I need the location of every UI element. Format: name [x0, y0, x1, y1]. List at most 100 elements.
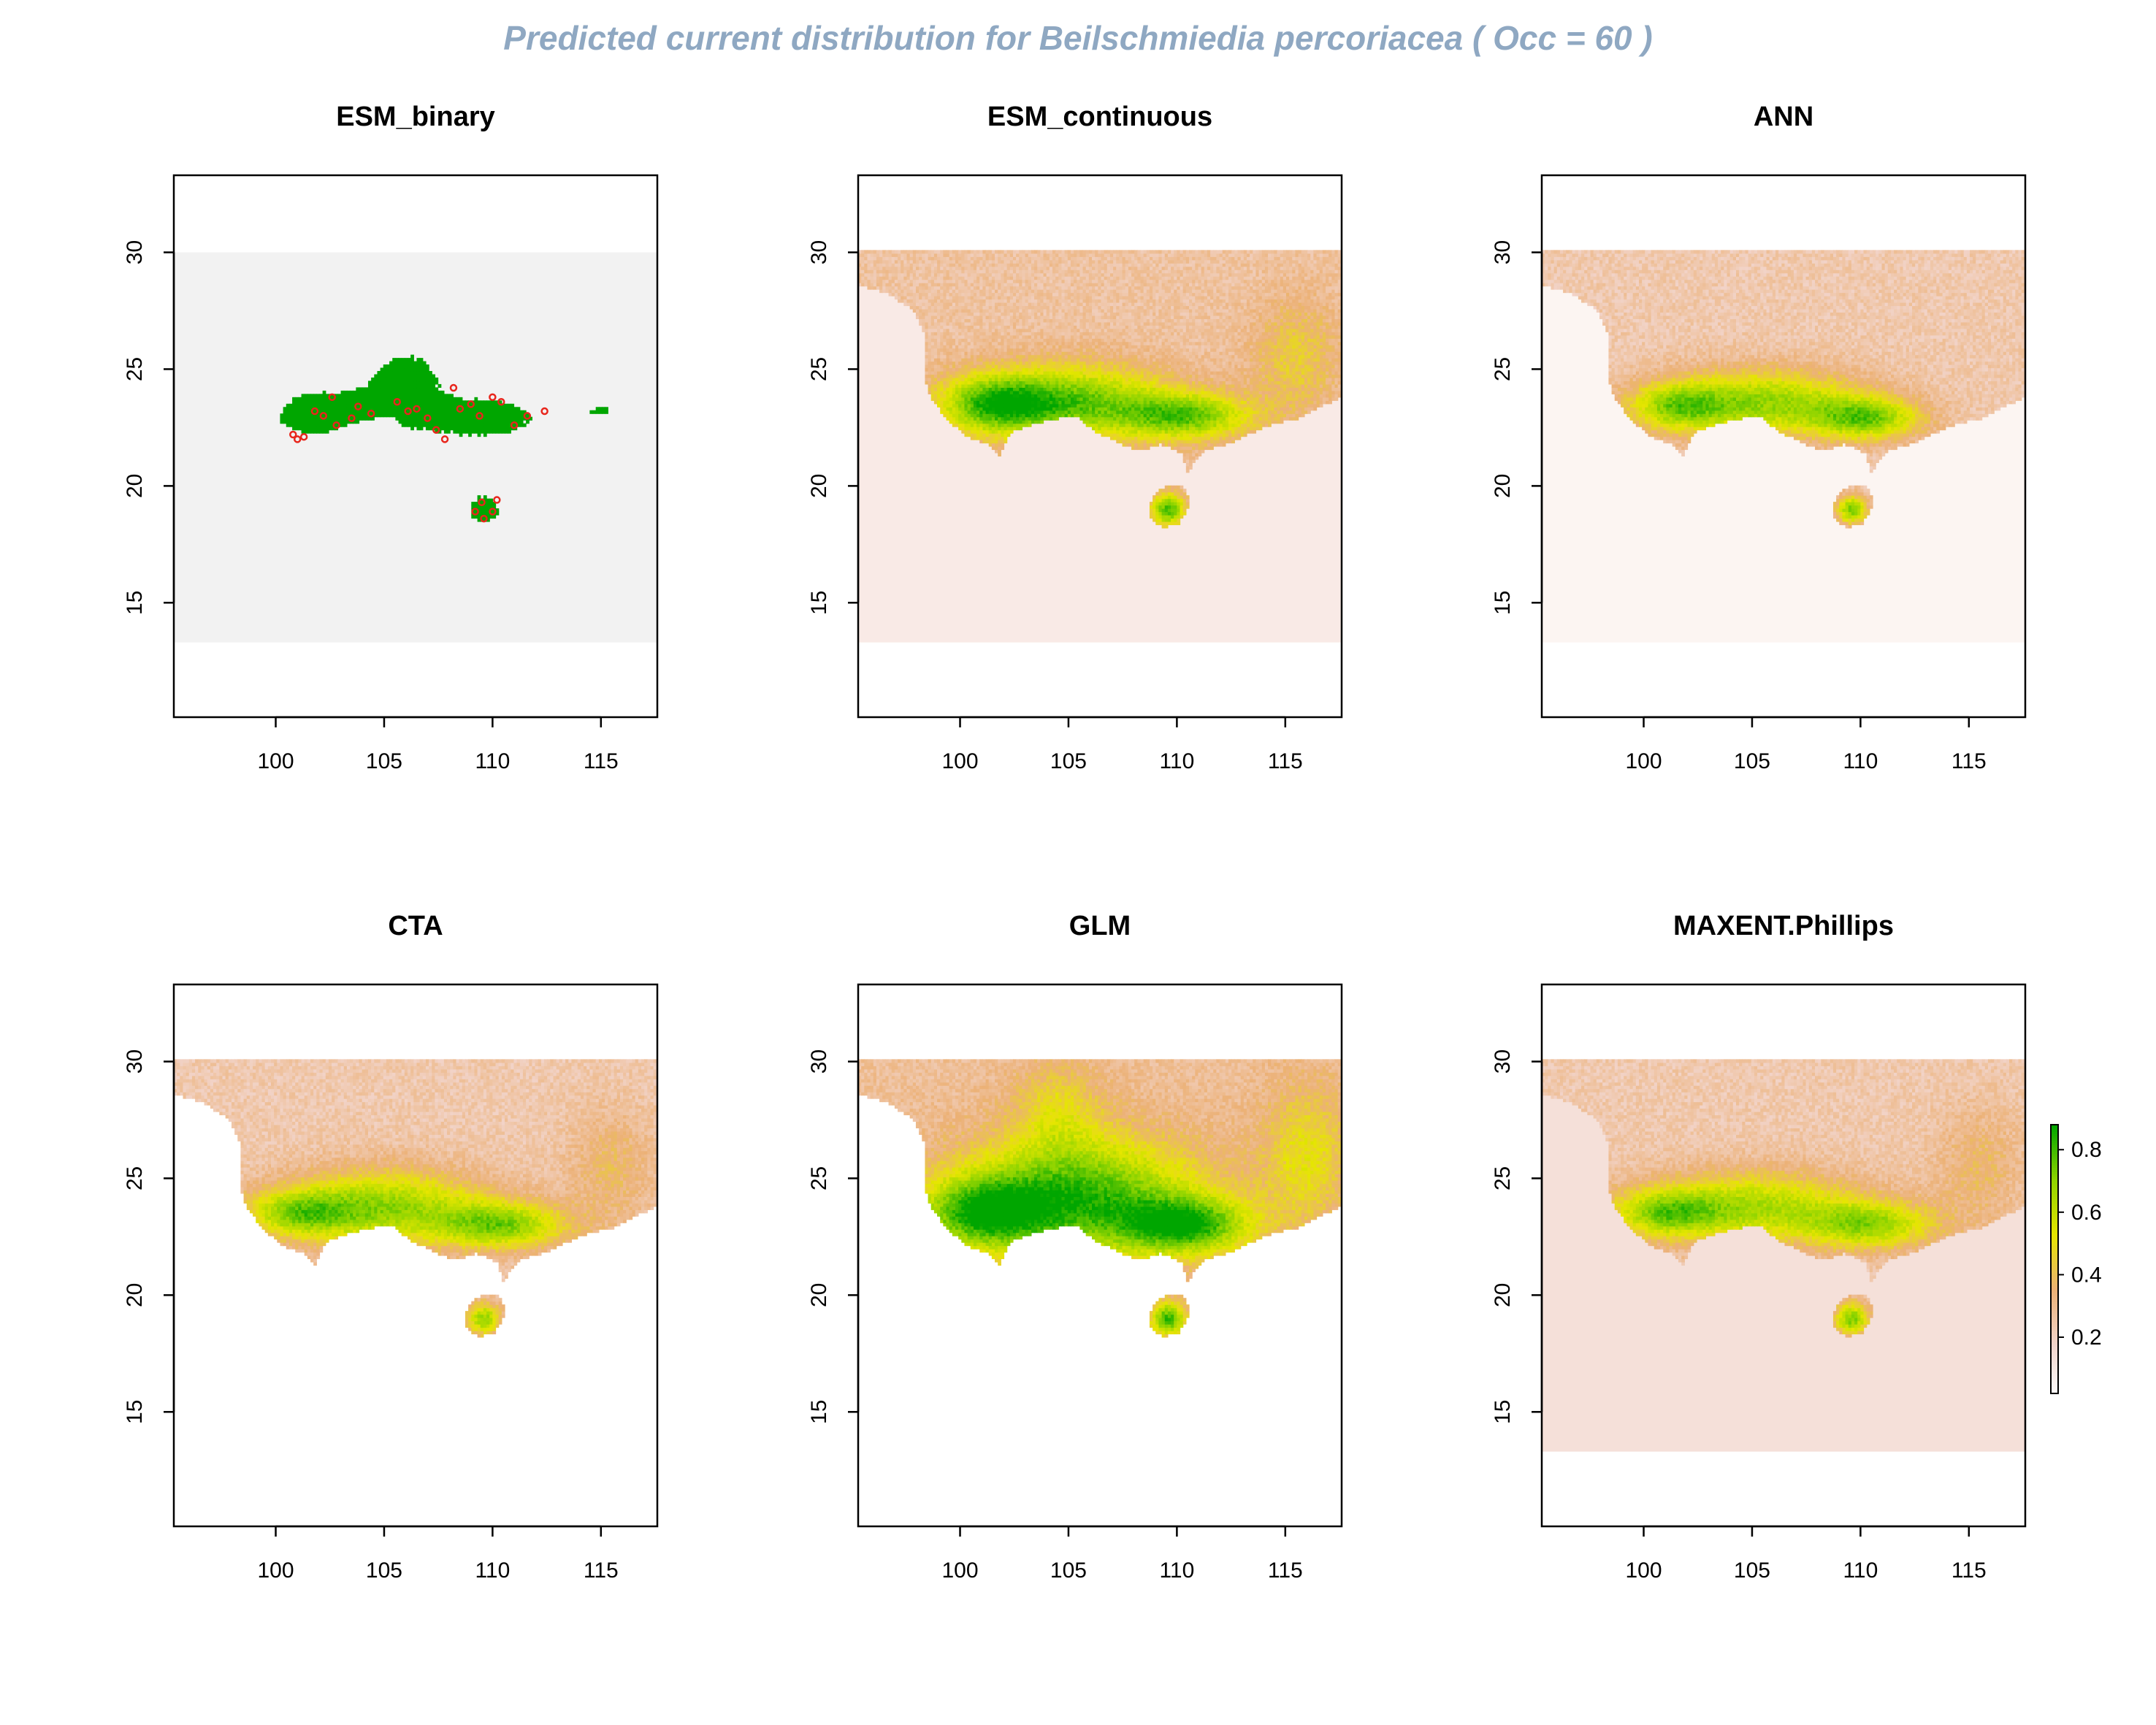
panel-title: GLM: [1069, 911, 1131, 941]
y-tick-label: 20: [1491, 474, 1515, 498]
occurrence-point: [293, 435, 302, 443]
legend-swatch: [2051, 1167, 2058, 1170]
panel-2: ESM_continuous 100 105 110 115 15 20 25 30: [807, 102, 1343, 773]
legend-swatch: [2051, 1281, 2058, 1285]
x-tick-label: 110: [1843, 749, 1878, 773]
panel-title: CTA: [388, 911, 443, 941]
legend-swatch: [2051, 1371, 2058, 1374]
occurrence-point: [289, 430, 297, 439]
x-tick-label: 100: [1625, 749, 1662, 773]
legend-swatch: [2051, 1250, 2058, 1253]
legend-frame: [2050, 1124, 2059, 1394]
y-tick-label: 20: [123, 474, 147, 498]
legend-swatch: [2051, 1127, 2058, 1130]
legend-swatch: [2051, 1283, 2058, 1287]
y-tick-label: 25: [1491, 357, 1515, 381]
occurrence-point: [471, 508, 479, 516]
x-tick-label: 105: [366, 749, 402, 773]
legend-swatch: [2051, 1364, 2058, 1367]
legend-swatch: [2051, 1259, 2058, 1262]
y-tick-label: 15: [807, 1400, 831, 1424]
legend-swatch: [2051, 1160, 2058, 1163]
occurrence-point: [497, 397, 505, 406]
legend-swatch: [2051, 1308, 2058, 1312]
legend-swatch: [2051, 1346, 2058, 1350]
legend-swatch: [2051, 1228, 2058, 1231]
legend-swatch: [2051, 1236, 2058, 1239]
x-tick-label: 100: [257, 1558, 294, 1583]
y-tick-label: 15: [1491, 1400, 1515, 1424]
legend-swatch: [2051, 1295, 2058, 1298]
legend-swatch: [2051, 1129, 2058, 1132]
y-tick-label: 30: [1491, 1049, 1515, 1074]
occurrence-point: [432, 426, 440, 434]
legend-swatch: [2051, 1391, 2058, 1394]
legend-swatch: [2051, 1171, 2058, 1175]
legend-swatch: [2051, 1285, 2058, 1289]
legend-swatch: [2051, 1218, 2058, 1222]
legend-swatch: [2051, 1212, 2058, 1215]
legend-swatch: [2051, 1182, 2058, 1186]
legend-swatch: [2051, 1151, 2058, 1155]
y-tick-label: 30: [1491, 240, 1515, 264]
panel-5: GLM 100 105 110 115 15 20 25 30: [807, 911, 1343, 1583]
x-axis: 100 105 110 115: [941, 1525, 1303, 1583]
legend-swatch: [2051, 1223, 2058, 1226]
legend-swatch: [2051, 1180, 2058, 1184]
legend-swatch: [2051, 1355, 2058, 1358]
legend-swatch: [2051, 1207, 2058, 1211]
legend-swatch: [2051, 1274, 2058, 1278]
y-tick-label: 20: [1491, 1283, 1515, 1307]
x-tick-label: 110: [475, 749, 510, 773]
legend-swatch: [2051, 1373, 2058, 1377]
legend-swatch: [2051, 1155, 2058, 1159]
occurrence-point: [480, 514, 488, 523]
legend-swatch: [2051, 1279, 2058, 1282]
legend-swatch: [2051, 1125, 2058, 1128]
legend-swatch: [2051, 1214, 2058, 1217]
legend-swatch: [2051, 1216, 2058, 1220]
legend-swatch: [2051, 1243, 2058, 1247]
legend-swatch: [2051, 1353, 2058, 1356]
x-tick-label: 115: [584, 1558, 619, 1583]
x-axis: 100 105 110 115: [1625, 1525, 1987, 1583]
occurrence-point: [449, 383, 458, 392]
panel-3: ANN 100 105 110 115 15 20 25 30: [1491, 102, 2027, 773]
occurrence-point: [424, 414, 432, 422]
occurrence-point: [328, 393, 336, 402]
legend-swatch: [2051, 1266, 2058, 1269]
raster: [174, 1059, 657, 1452]
legend-swatch: [2051, 1304, 2058, 1307]
y-axis: 15 20 25 30: [807, 1049, 860, 1424]
legend-swatch: [2051, 1176, 2058, 1179]
legend-tick-label: 0.2: [2071, 1326, 2102, 1350]
x-axis: 100 105 110 115: [941, 716, 1303, 773]
legend-swatch: [2051, 1290, 2058, 1293]
legend-swatch: [2051, 1245, 2058, 1249]
occurrence-point: [489, 393, 497, 402]
panel-4: CTA 100 105 110 115 15 20 25 30: [123, 911, 659, 1583]
legend-swatch: [2051, 1263, 2058, 1266]
legend-swatch: [2051, 1147, 2058, 1150]
panel-title: ESM_binary: [336, 102, 495, 132]
legend-swatch: [2051, 1187, 2058, 1190]
legend-swatch: [2051, 1321, 2058, 1325]
y-tick-label: 20: [807, 474, 831, 498]
raster: [1542, 1059, 2025, 1452]
legend-swatch: [2051, 1209, 2058, 1213]
y-tick-label: 20: [807, 1283, 831, 1307]
legend-swatch: [2051, 1342, 2058, 1345]
legend-swatch: [2051, 1380, 2058, 1383]
occurrence-point: [310, 407, 319, 416]
occurrence-point: [440, 435, 449, 443]
legend-swatch: [2051, 1185, 2058, 1188]
y-tick-label: 25: [123, 1166, 147, 1190]
panel-title: ESM_continuous: [987, 102, 1212, 132]
legend-swatch: [2051, 1261, 2058, 1264]
legend-swatch: [2051, 1357, 2058, 1361]
legend-swatch: [2051, 1350, 2058, 1354]
legend-swatch: [2051, 1366, 2058, 1369]
legend-swatch: [2051, 1232, 2058, 1235]
